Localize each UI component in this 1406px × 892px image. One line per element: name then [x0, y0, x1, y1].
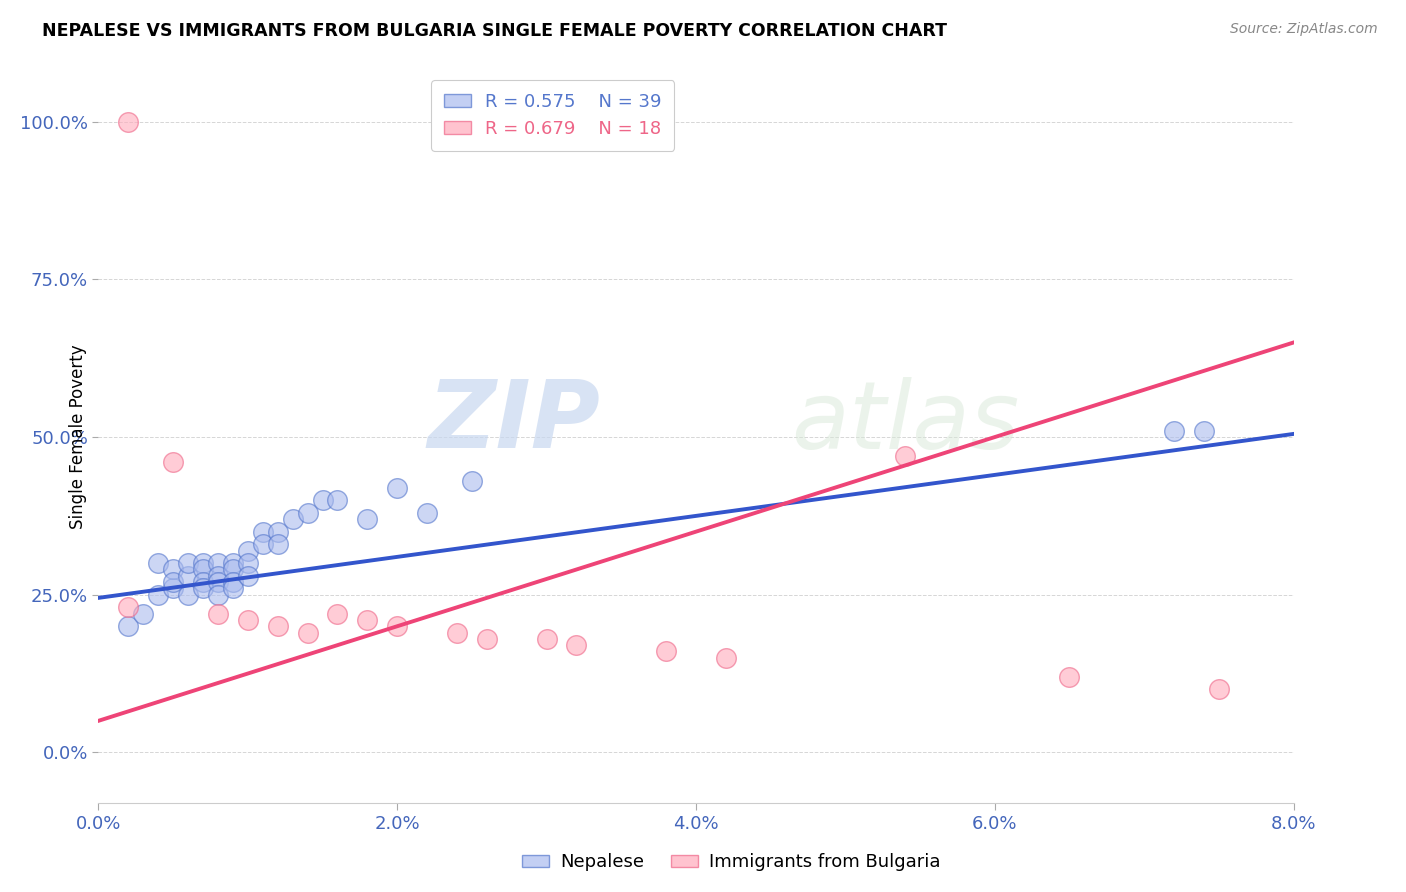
Point — [655, 644, 678, 658]
Point — [236, 543, 259, 558]
Point — [252, 537, 274, 551]
Point — [1059, 670, 1081, 684]
Point — [222, 575, 245, 590]
Point — [236, 613, 259, 627]
Point — [191, 582, 214, 596]
Point — [236, 556, 259, 570]
Point — [222, 562, 245, 576]
Point — [1208, 682, 1230, 697]
Point — [148, 588, 170, 602]
Point — [177, 588, 200, 602]
Text: NEPALESE VS IMMIGRANTS FROM BULGARIA SINGLE FEMALE POVERTY CORRELATION CHART: NEPALESE VS IMMIGRANTS FROM BULGARIA SIN… — [42, 22, 948, 40]
Point — [148, 556, 170, 570]
Point — [297, 625, 319, 640]
Point — [117, 115, 139, 129]
Point — [191, 575, 214, 590]
Legend: R = 0.575    N = 39, R = 0.679    N = 18: R = 0.575 N = 39, R = 0.679 N = 18 — [430, 80, 675, 151]
Point — [385, 619, 409, 633]
Point — [416, 506, 439, 520]
Point — [117, 619, 139, 633]
Point — [162, 582, 184, 596]
Point — [236, 569, 259, 583]
Text: ZIP: ZIP — [427, 376, 600, 468]
Point — [1163, 424, 1185, 438]
Point — [207, 569, 229, 583]
Point — [191, 562, 214, 576]
Point — [894, 449, 917, 463]
Legend: Nepalese, Immigrants from Bulgaria: Nepalese, Immigrants from Bulgaria — [515, 847, 948, 879]
Point — [177, 556, 200, 570]
Y-axis label: Single Female Poverty: Single Female Poverty — [69, 345, 87, 529]
Point — [207, 588, 229, 602]
Point — [267, 537, 290, 551]
Point — [326, 493, 349, 508]
Point — [311, 493, 333, 508]
Point — [714, 650, 737, 665]
Point — [162, 575, 184, 590]
Point — [132, 607, 155, 621]
Text: Source: ZipAtlas.com: Source: ZipAtlas.com — [1230, 22, 1378, 37]
Point — [536, 632, 558, 646]
Point — [117, 600, 139, 615]
Point — [281, 512, 304, 526]
Point — [326, 607, 349, 621]
Point — [446, 625, 468, 640]
Point — [385, 481, 409, 495]
Point — [461, 474, 484, 488]
Point — [207, 556, 229, 570]
Point — [356, 613, 378, 627]
Point — [222, 556, 245, 570]
Point — [565, 638, 588, 652]
Point — [177, 569, 200, 583]
Text: atlas: atlas — [792, 377, 1019, 468]
Point — [356, 512, 378, 526]
Point — [475, 632, 498, 646]
Point — [297, 506, 319, 520]
Point — [267, 524, 290, 539]
Point — [252, 524, 274, 539]
Point — [162, 455, 184, 469]
Point — [222, 582, 245, 596]
Point — [207, 607, 229, 621]
Point — [267, 619, 290, 633]
Point — [162, 562, 184, 576]
Point — [191, 556, 214, 570]
Point — [1192, 424, 1215, 438]
Point — [207, 575, 229, 590]
